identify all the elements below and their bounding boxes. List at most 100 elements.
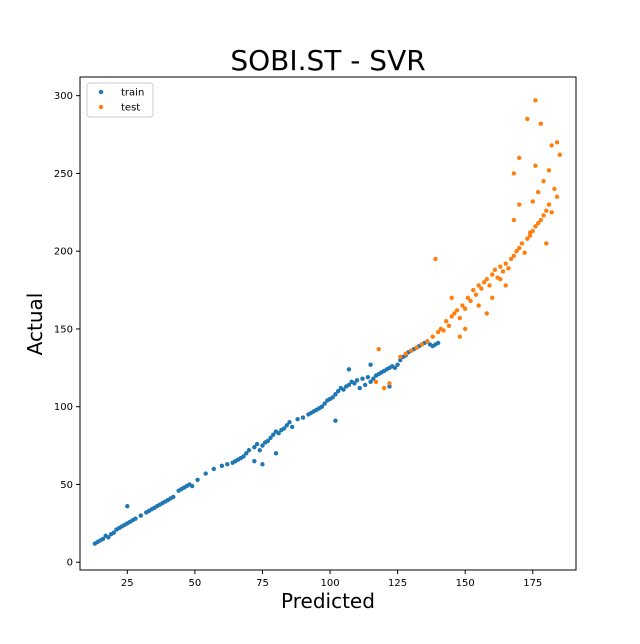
data-point-train [189,483,195,489]
x-tick-label: 150 [456,578,475,589]
data-point-train [111,530,116,535]
data-point-test [471,287,476,293]
legend-marker-train [98,89,104,95]
data-point-train [335,388,341,394]
y-axis-label: Actual [23,293,47,356]
data-point-train [203,471,208,476]
data-point-train [268,435,273,441]
data-point-train [133,516,138,521]
legend-label-test: test [121,103,140,114]
data-point-test [376,346,381,352]
data-point-train [435,340,441,346]
x-tick-label: 125 [388,578,407,589]
data-point-test [503,283,508,288]
data-point-test [549,143,554,148]
data-point-test [498,276,503,282]
data-point-train [398,357,403,363]
plot-frame [79,76,577,571]
data-point-test [500,269,506,274]
data-point-train [211,466,216,472]
data-point-test [398,354,403,360]
data-point-test [541,178,546,184]
data-point-test [454,308,460,313]
data-point-train [354,378,360,383]
data-point-train [257,448,262,453]
y-tick-label: 150 [54,324,73,335]
data-point-test [479,286,484,291]
data-point-train [284,423,289,428]
data-point-test [541,213,546,218]
data-point-test [387,381,392,386]
x-tick-label: 50 [189,578,202,589]
data-point-train [387,384,392,389]
data-point-test [435,329,441,335]
data-point-train [346,367,352,372]
data-point-test [527,233,533,238]
data-point-test [554,140,560,145]
data-point-test [373,379,379,385]
data-point-test [414,345,419,350]
data-point-test [533,98,538,103]
data-point-test [449,314,454,319]
data-point-test [554,194,560,199]
data-point-train [195,477,200,482]
data-point-train [341,387,346,392]
data-point-train [244,451,249,456]
data-point-test [514,248,519,254]
data-point-test [546,168,552,173]
data-point-test [473,292,479,297]
data-point-train [289,424,295,430]
data-point-train [352,381,357,386]
data-point-test [544,208,549,213]
data-point-test [408,348,414,353]
data-point-test [546,202,552,207]
data-point-train [371,376,376,381]
data-point-test [490,295,495,301]
data-point-test [492,267,498,273]
data-point-test [476,303,481,308]
data-point-test [462,326,468,332]
data-point-test [557,152,562,157]
data-point-train [106,535,111,540]
data-point-train [100,536,106,542]
data-point-train [357,385,362,391]
data-point-test [525,116,530,122]
x-tick-label: 100 [320,578,339,589]
data-point-test [484,311,490,316]
data-point-train [300,415,306,420]
data-point-test [544,241,549,246]
data-point-test [552,186,557,192]
data-point-test [535,189,541,195]
data-point-train [260,443,265,448]
data-point-train [368,379,373,385]
data-point-test [444,318,449,324]
data-point-test [517,202,522,207]
data-point-test [403,351,408,357]
data-point-test [481,280,487,285]
data-point-train [281,426,287,431]
data-point-train [368,362,373,367]
data-point-test [527,230,533,235]
data-point-test [446,323,452,329]
data-point-test [498,264,503,269]
data-point-train [252,458,257,464]
data-point-test [511,217,517,223]
data-point-test [419,342,425,347]
legend-box [86,82,154,118]
data-point-train [252,444,257,450]
data-point-train [254,441,260,447]
data-point-train [333,392,338,397]
data-point-test [538,121,544,126]
y-tick-label: 250 [54,169,73,180]
data-point-test [457,315,462,321]
data-point-train [346,382,352,388]
data-point-train [276,430,281,436]
data-point-test [506,266,511,271]
data-point-test [487,283,492,288]
y-tick-label: 300 [54,91,73,102]
data-point-test [525,236,530,241]
y-tick-label: 100 [54,402,73,413]
data-point-train [395,362,400,367]
